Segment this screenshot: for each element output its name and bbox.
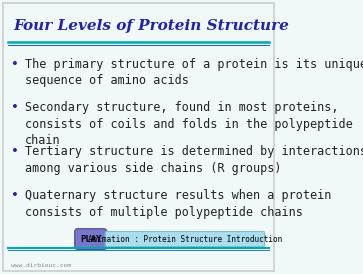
Text: PLAY: PLAY <box>80 235 102 244</box>
Text: •: • <box>11 189 19 202</box>
FancyBboxPatch shape <box>3 3 274 271</box>
Text: Animation : Protein Structure Introduction: Animation : Protein Structure Introducti… <box>88 235 282 244</box>
Text: •: • <box>11 58 19 70</box>
Text: •: • <box>11 145 19 158</box>
Text: Quaternary structure results when a protein
consists of multiple polypeptide cha: Quaternary structure results when a prot… <box>25 189 331 219</box>
Text: Secondary structure, found in most proteins,
consists of coils and folds in the : Secondary structure, found in most prote… <box>25 101 353 147</box>
FancyBboxPatch shape <box>75 229 107 249</box>
Text: •: • <box>11 101 19 114</box>
Text: The primary structure of a protein is its unique
sequence of amino acids: The primary structure of a protein is it… <box>25 58 363 87</box>
Text: Four Levels of Protein Structure: Four Levels of Protein Structure <box>14 19 290 33</box>
Text: Tertiary structure is determined by interactions
among various side chains (R gr: Tertiary structure is determined by inte… <box>25 145 363 175</box>
FancyBboxPatch shape <box>105 232 265 247</box>
Text: www.dirbiouc.com: www.dirbiouc.com <box>11 263 71 268</box>
